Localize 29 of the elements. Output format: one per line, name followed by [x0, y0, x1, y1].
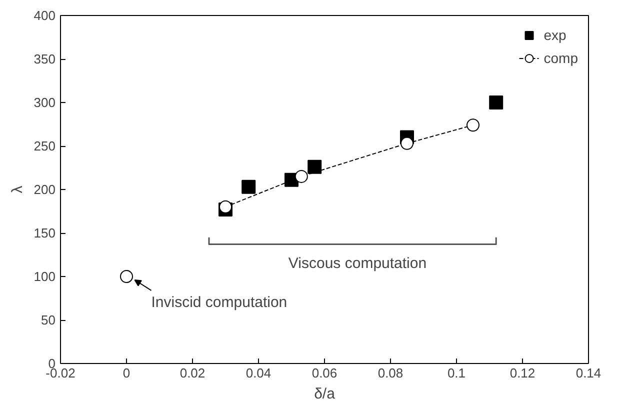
x-tick-label: 0.02	[180, 366, 206, 380]
x-tick-label: 0.14	[576, 366, 602, 380]
legend-label: exp	[544, 27, 566, 43]
x-axis-title: δ/a	[314, 386, 336, 402]
annotation: Inviscid computation	[151, 294, 288, 311]
annotation: Viscous computation	[288, 254, 427, 272]
point	[400, 136, 414, 150]
y-tick-label: 400	[34, 8, 56, 23]
x-tick-label: 0.08	[378, 366, 404, 380]
y-tick-label: 100	[34, 269, 56, 284]
x-tick-label: 0.06	[312, 366, 338, 380]
point	[489, 96, 504, 110]
point	[466, 118, 480, 132]
y-tick-label: 350	[34, 52, 56, 66]
x-tick-label: 0.04	[246, 366, 272, 380]
x-tick-label: 0.1	[447, 366, 466, 380]
y-axis-title: λ	[8, 185, 26, 194]
point	[294, 170, 308, 183]
y-tick-label: 150	[34, 226, 56, 240]
point	[308, 160, 322, 174]
legend-label: comp	[544, 50, 578, 66]
point	[242, 180, 256, 194]
point	[219, 200, 232, 214]
y-tick-label: 250	[34, 138, 56, 154]
y-tick-label: 300	[34, 95, 56, 110]
y-tick-label: 50	[41, 312, 56, 328]
y-tick-label: 200	[34, 182, 56, 197]
x-tick-label: 0.12	[510, 366, 536, 380]
x-tick-label: 0	[122, 366, 130, 380]
